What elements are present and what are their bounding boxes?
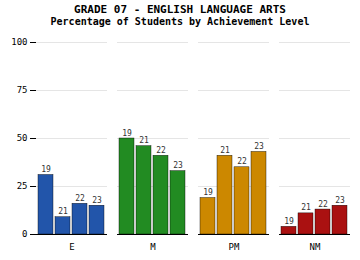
svg-text:21: 21 — [58, 207, 68, 216]
svg-text:21: 21 — [301, 203, 311, 212]
svg-text:23: 23 — [92, 196, 102, 205]
svg-text:19: 19 — [203, 188, 213, 197]
html-text:GRADE 07 - ENGLISH LANGUAGE AR: GRADE 07 - ENGLISH LANGUAGE ARTS — [74, 3, 286, 16]
svg-text:23: 23 — [173, 161, 183, 170]
svg-text:23: 23 — [335, 196, 345, 205]
svg-text:22: 22 — [75, 194, 85, 203]
svg-text:100: 100 — [11, 37, 27, 47]
svg-text:22: 22 — [318, 200, 328, 209]
svg-text:19: 19 — [122, 129, 132, 138]
svg-text:22: 22 — [156, 146, 166, 155]
svg-text:50: 50 — [17, 133, 28, 143]
svg-text:NM: NM — [310, 242, 321, 252]
svg-text:PM: PM — [229, 242, 240, 252]
svg-text:22: 22 — [237, 157, 247, 166]
svg-text:23: 23 — [254, 142, 264, 151]
svg-text:0: 0 — [22, 229, 27, 239]
svg-text:M: M — [150, 242, 156, 252]
svg-text:21: 21 — [220, 146, 230, 155]
html-text:Percentage of Students by Achi: Percentage of Students by Achievement Le… — [50, 16, 310, 27]
svg-text:19: 19 — [41, 165, 51, 174]
svg-text:75: 75 — [17, 85, 28, 95]
svg-text:21: 21 — [139, 136, 149, 145]
svg-text:19: 19 — [284, 217, 294, 226]
svg-text:25: 25 — [17, 181, 28, 191]
svg-text:E: E — [69, 242, 74, 252]
